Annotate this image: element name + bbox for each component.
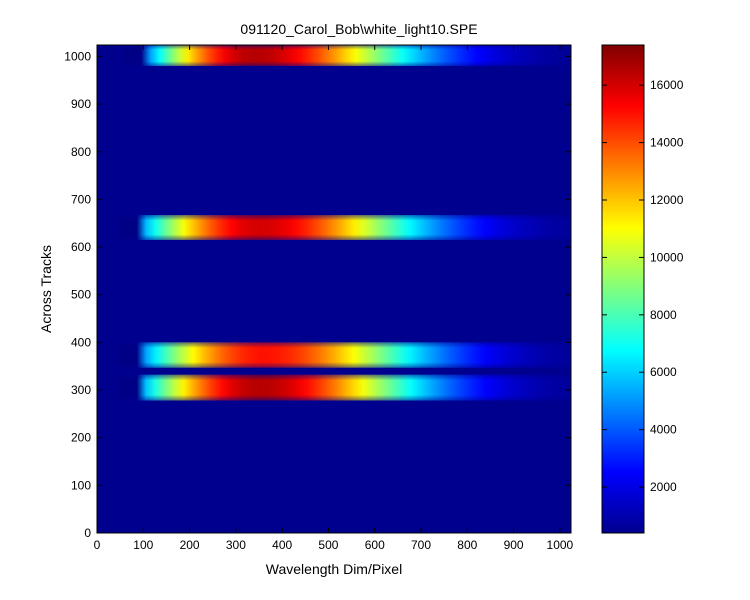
colorbar-tick-label: 14000 <box>650 136 684 150</box>
x-tick-label: 400 <box>272 538 292 552</box>
y-tick: 800 <box>71 145 571 159</box>
x-tick: 1000 <box>547 45 574 552</box>
x-tick-label: 900 <box>504 538 524 552</box>
x-tick-label: 300 <box>226 538 246 552</box>
y-tick: 500 <box>71 288 571 302</box>
colorbar-tick: 2000 <box>602 480 677 494</box>
x-tick: 500 <box>318 45 339 552</box>
y-tick: 200 <box>71 431 571 445</box>
x-tick-label: 100 <box>133 538 153 552</box>
y-tick: 700 <box>71 192 571 206</box>
x-tick-label: 700 <box>411 538 431 552</box>
heatmap-band-edge <box>122 45 571 66</box>
colorbar-tick-label: 10000 <box>650 250 684 264</box>
x-axis-label: Wavelength Dim/Pixel <box>266 561 402 577</box>
y-tick-label: 100 <box>71 478 91 492</box>
colorbar-tick-label: 2000 <box>650 480 677 494</box>
y-tick-label: 500 <box>71 288 91 302</box>
x-axis: 0 100 200 300 400 500 600 700 800 900 1000 <box>94 45 574 552</box>
x-tick-label: 200 <box>180 538 200 552</box>
plot-frame <box>96 44 572 534</box>
heatmap-band-1 <box>122 45 571 66</box>
x-tick: 0 <box>94 45 101 552</box>
colorbar-tick: 4000 <box>602 423 677 437</box>
y-tick-label: 800 <box>71 145 91 159</box>
x-tick: 600 <box>365 45 385 552</box>
x-tick: 200 <box>180 45 200 552</box>
x-tick: 900 <box>504 45 524 552</box>
y-tick-label: 600 <box>71 240 91 254</box>
y-axis: 0 100 200 300 400 500 600 700 800 900 1000 <box>64 49 571 540</box>
colorbar: 2000 4000 6000 8000 10000 12000 14000 16000 <box>601 44 684 534</box>
colorbar-tick: 10000 <box>602 250 684 264</box>
x-tick-label: 1000 <box>547 538 574 552</box>
x-tick-label: 600 <box>365 538 385 552</box>
chart-title: 091120_Carol_Bob\white_light10.SPE <box>240 21 477 37</box>
y-axis-label: Across Tracks <box>38 245 54 333</box>
colorbar-tick: 16000 <box>602 78 684 92</box>
x-tick-label: 0 <box>94 538 101 552</box>
y-tick-label: 700 <box>71 192 91 206</box>
x-tick-label: 500 <box>318 538 338 552</box>
y-tick: 0 <box>84 526 571 540</box>
colorbar-gradient <box>601 44 645 534</box>
heatmap-background <box>97 45 571 533</box>
colorbar-tick: 8000 <box>602 308 677 322</box>
y-tick-label: 900 <box>71 97 91 111</box>
heatmap-plot <box>96 44 572 534</box>
y-tick: 600 <box>71 240 571 254</box>
y-tick-label: 300 <box>71 383 91 397</box>
y-tick: 300 <box>71 383 571 397</box>
heatmap-band-4 <box>117 374 571 401</box>
colorbar-tick-label: 12000 <box>650 193 684 207</box>
heatmap-bands <box>117 45 571 401</box>
colorbar-tick: 12000 <box>602 193 684 207</box>
colorbar-tick-label: 4000 <box>650 423 677 437</box>
y-tick-label: 1000 <box>64 49 91 63</box>
heatmap-band-edge <box>117 374 571 401</box>
colorbar-tick: 14000 <box>602 136 684 150</box>
colorbar-ticks: 2000 4000 6000 8000 10000 12000 14000 16000 <box>602 78 684 494</box>
x-tick-label: 800 <box>457 538 477 552</box>
colorbar-tick-label: 8000 <box>650 308 677 322</box>
colorbar-tick-label: 16000 <box>650 78 684 92</box>
heatmap-band-2 <box>117 215 571 240</box>
x-tick: 700 <box>411 45 431 552</box>
y-tick-label: 200 <box>71 431 91 445</box>
y-tick-label: 0 <box>84 526 91 540</box>
x-tick: 400 <box>272 45 292 552</box>
heatmap-band-edge <box>117 215 571 240</box>
colorbar-tick-label: 6000 <box>650 365 677 379</box>
y-tick-label: 400 <box>71 335 91 349</box>
x-tick: 800 <box>457 45 478 552</box>
x-tick: 100 <box>133 45 154 552</box>
y-tick: 1000 <box>64 49 571 63</box>
y-tick: 400 <box>71 335 571 349</box>
x-tick: 300 <box>226 45 246 552</box>
y-tick: 900 <box>71 97 571 111</box>
colorbar-tick: 6000 <box>602 365 677 379</box>
heatmap-band-edge <box>117 342 571 368</box>
heatmap-band-3 <box>117 342 571 368</box>
y-tick: 100 <box>71 478 571 492</box>
